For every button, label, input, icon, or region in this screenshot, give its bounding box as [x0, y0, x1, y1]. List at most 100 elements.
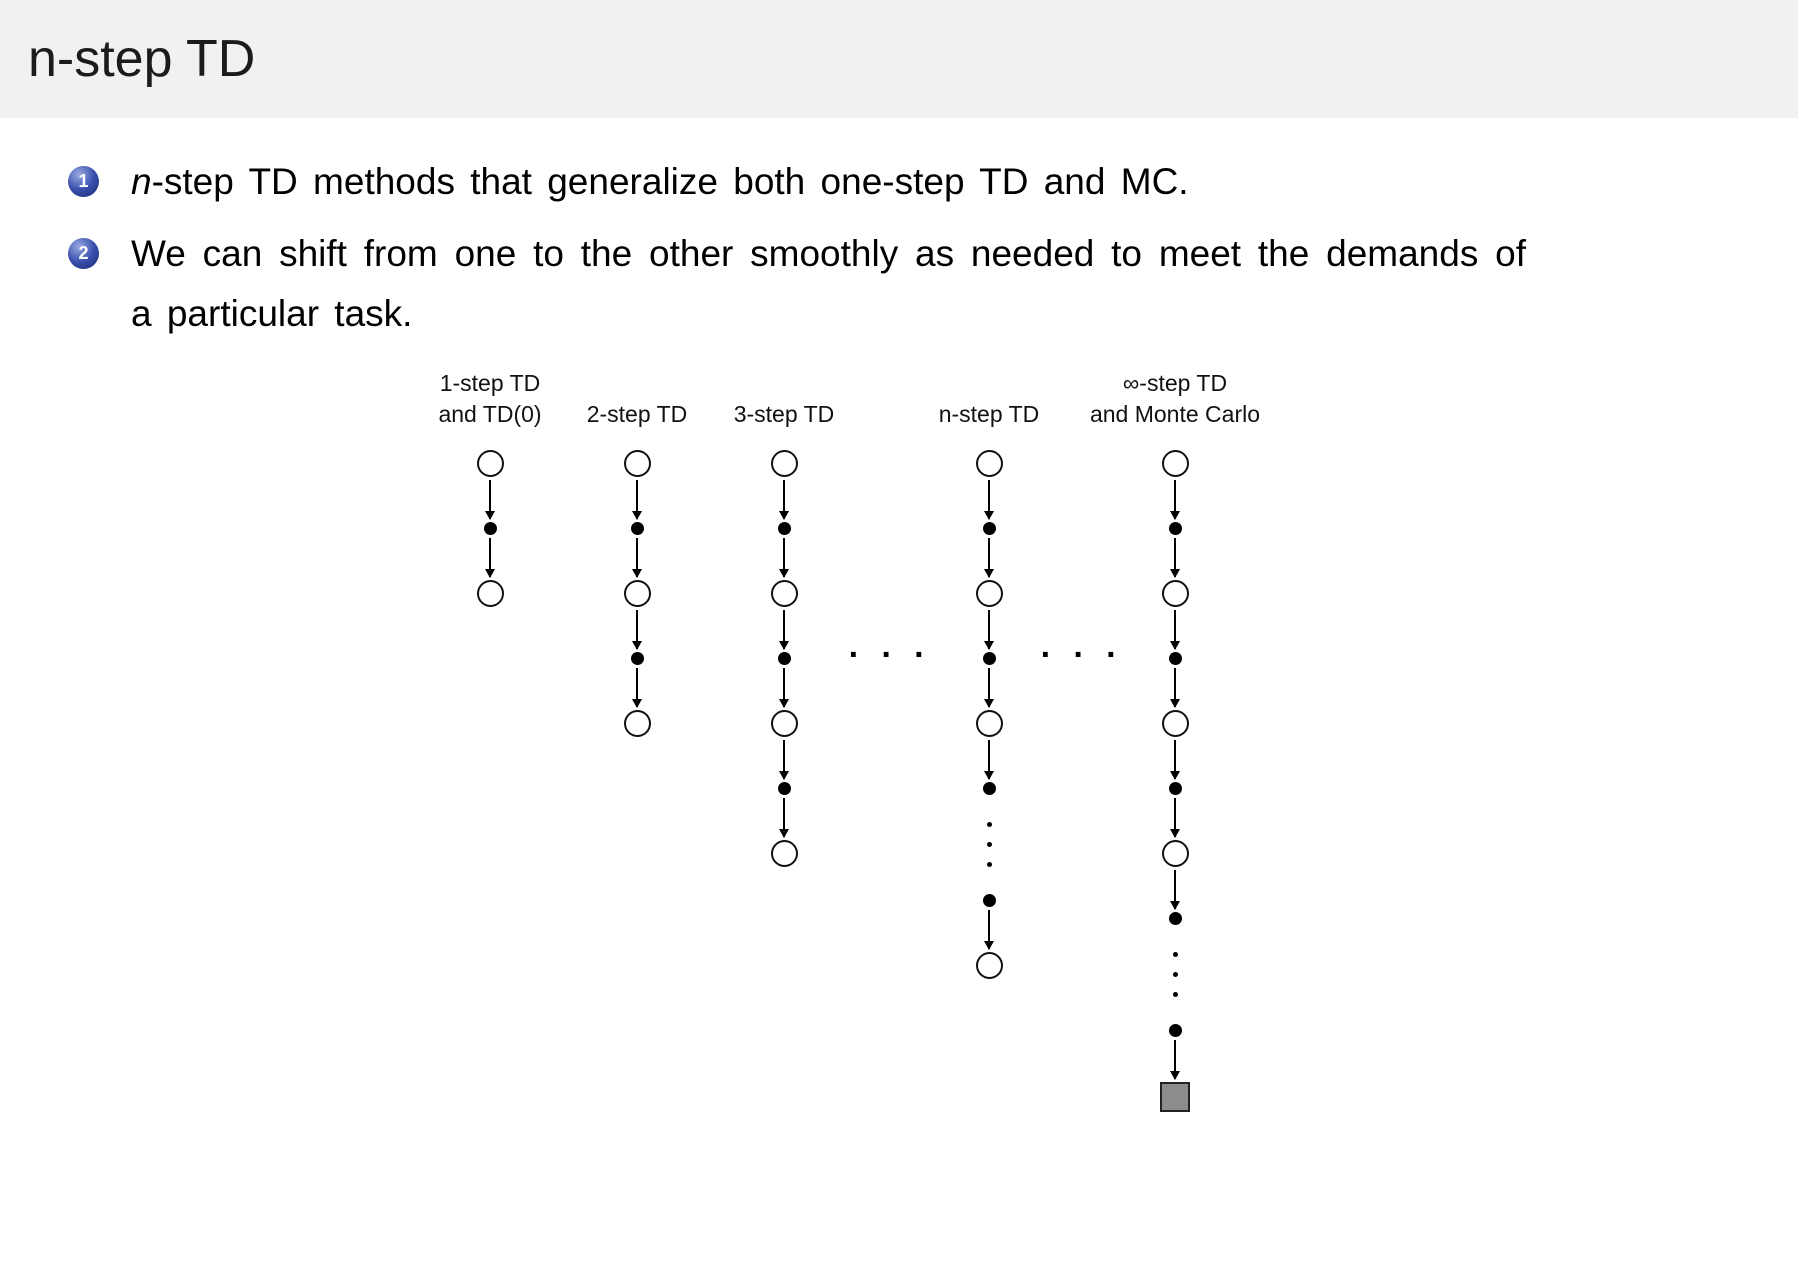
down-arrow-icon: [489, 480, 491, 519]
action-node: [982, 652, 996, 665]
diagram-column: 1-step TD and TD(0): [390, 368, 590, 607]
diagram-label-line: ∞-step TD: [1122, 370, 1228, 396]
down-arrow-icon: [1174, 538, 1176, 577]
diagram-label-line: n-step TD: [938, 401, 1040, 427]
action-node: [1168, 782, 1182, 795]
state-node: [1161, 580, 1189, 607]
state-node: [1161, 840, 1189, 867]
node-stack: [476, 450, 504, 607]
state-node: [975, 450, 1003, 477]
bullet-number-badge: 2: [68, 238, 99, 269]
node-stack: [770, 450, 798, 867]
state-node: [476, 580, 504, 607]
diagram-column: 2-step TD: [537, 368, 737, 737]
title-bar: n-step TD: [0, 0, 1798, 118]
diagram-label-line: 1-step TD: [439, 370, 541, 396]
action-node: [1168, 522, 1182, 535]
state-node: [623, 450, 651, 477]
diagram-column-label: 2-step TD: [587, 368, 688, 430]
action-node: [1168, 1024, 1182, 1037]
state-node: [770, 710, 798, 737]
diagram-label-line: 2-step TD: [586, 401, 688, 427]
bullet-number-badge: 1: [68, 166, 99, 197]
diagram-column: 3-step TD: [684, 368, 884, 867]
action-node: [777, 522, 791, 535]
state-node: [623, 710, 651, 737]
diagram-label-line: 3-step TD: [733, 401, 835, 427]
down-arrow-icon: [783, 740, 785, 779]
state-node: [770, 580, 798, 607]
page-title: n-step TD: [28, 30, 256, 88]
bullet-text-body: We can shift from one to the other smoot…: [131, 233, 1526, 334]
bullet-text-body: -step TD methods that generalize both on…: [151, 161, 1189, 202]
diagram-label-line: and Monte Carlo: [1089, 401, 1261, 427]
action-node: [630, 522, 644, 535]
vertical-ellipsis: [986, 822, 992, 867]
down-arrow-icon: [783, 538, 785, 577]
bullet-text: We can shift from one to the other smoot…: [131, 224, 1526, 344]
action-node: [1168, 652, 1182, 665]
down-arrow-icon: [783, 668, 785, 707]
bullet-number: 2: [78, 243, 89, 263]
diagram-label-line: and TD(0): [438, 401, 542, 427]
diagram-column: n-step TD: [889, 368, 1089, 979]
diagram-column-label: n-step TD: [939, 368, 1040, 430]
vertical-ellipsis: [1172, 952, 1178, 997]
bullet-number: 1: [78, 171, 89, 191]
bullet-item-1: 1 n-step TD methods that generalize both…: [68, 152, 1738, 212]
state-node: [1161, 450, 1189, 477]
down-arrow-icon: [988, 610, 990, 649]
ellipsis-separator: · · ·: [848, 636, 932, 674]
state-node: [975, 952, 1003, 979]
action-node: [1168, 912, 1182, 925]
diagram-column-label: ∞-step TD and Monte Carlo: [1090, 368, 1260, 430]
down-arrow-icon: [1174, 610, 1176, 649]
down-arrow-icon: [1174, 1040, 1176, 1079]
action-node: [777, 782, 791, 795]
bullet-list: 1 n-step TD methods that generalize both…: [68, 152, 1738, 356]
diagram-column-label: 1-step TD and TD(0): [438, 368, 541, 430]
state-node: [770, 450, 798, 477]
bullet-item-2: 2 We can shift from one to the other smo…: [68, 224, 1738, 344]
down-arrow-icon: [1174, 668, 1176, 707]
diagram-column: ∞-step TD and Monte Carlo: [1075, 368, 1275, 1112]
state-node: [770, 840, 798, 867]
action-node: [982, 522, 996, 535]
node-stack: [1160, 450, 1190, 1112]
down-arrow-icon: [988, 910, 990, 949]
diagram-column-label: 3-step TD: [734, 368, 835, 430]
down-arrow-icon: [1174, 870, 1176, 909]
state-node: [1161, 710, 1189, 737]
down-arrow-icon: [783, 798, 785, 837]
bullet-text: n-step TD methods that generalize both o…: [131, 152, 1526, 212]
down-arrow-icon: [1174, 480, 1176, 519]
action-node: [982, 782, 996, 795]
terminal-state-node: [1160, 1082, 1190, 1112]
state-node: [975, 710, 1003, 737]
state-node: [476, 450, 504, 477]
down-arrow-icon: [489, 538, 491, 577]
node-stack: [623, 450, 651, 737]
down-arrow-icon: [636, 480, 638, 519]
down-arrow-icon: [783, 480, 785, 519]
down-arrow-icon: [988, 538, 990, 577]
action-node: [777, 652, 791, 665]
backup-diagram: 1-step TD and TD(0) 2-step TD 3-step TD n-st…: [0, 368, 1798, 1148]
action-node: [483, 522, 497, 535]
down-arrow-icon: [988, 740, 990, 779]
down-arrow-icon: [783, 610, 785, 649]
bullet-italic-term: n: [131, 161, 152, 202]
ellipsis-separator: · · ·: [1040, 636, 1124, 674]
down-arrow-icon: [988, 668, 990, 707]
state-node: [975, 580, 1003, 607]
action-node: [630, 652, 644, 665]
down-arrow-icon: [636, 668, 638, 707]
action-node: [982, 894, 996, 907]
down-arrow-icon: [636, 538, 638, 577]
down-arrow-icon: [1174, 798, 1176, 837]
node-stack: [975, 450, 1003, 979]
state-node: [623, 580, 651, 607]
down-arrow-icon: [1174, 740, 1176, 779]
down-arrow-icon: [636, 610, 638, 649]
